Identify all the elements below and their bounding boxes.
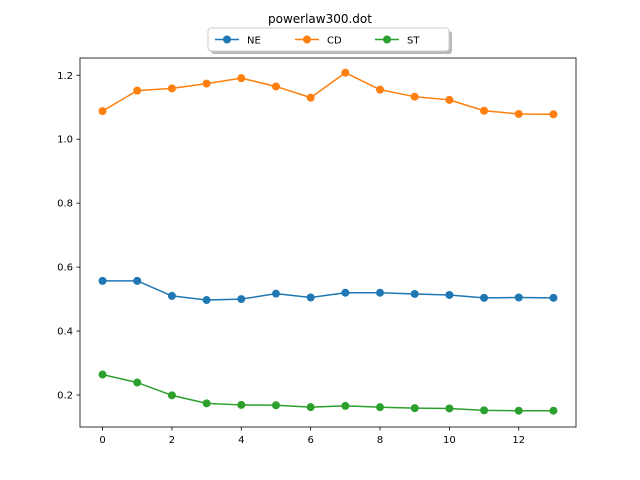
data-point (410, 404, 419, 413)
data-point (98, 276, 107, 285)
series-cd (98, 68, 558, 119)
data-point (271, 401, 280, 410)
legend: NE CD ST (207, 27, 452, 54)
chart-title: powerlaw300.dot (268, 12, 372, 26)
x-tick-label: 6 (307, 435, 313, 446)
legend-label: NE (247, 36, 261, 47)
data-point (237, 74, 246, 83)
data-point (98, 107, 107, 116)
data-point (549, 406, 558, 415)
series-line (102, 71, 554, 116)
data-point (410, 92, 419, 101)
data-point (549, 110, 558, 119)
data-point (133, 378, 142, 387)
data-point (271, 289, 280, 298)
data-point (237, 400, 246, 409)
y-tick-label: 0.6 (57, 263, 73, 274)
data-point (133, 276, 142, 285)
series-st (98, 370, 558, 415)
legend-box (207, 27, 450, 52)
data-point (341, 68, 350, 77)
data-point (480, 293, 489, 302)
data-point (167, 391, 176, 400)
data-point (341, 288, 350, 297)
data-point (306, 293, 315, 302)
data-point (376, 403, 385, 412)
plot-axes: 0 2 4 6 8 10 12 0.2 0.4 0.6 0.8 1.0 1.2 (57, 57, 577, 446)
legend-label: ST (407, 36, 420, 47)
data-point (376, 288, 385, 297)
data-point (514, 406, 523, 415)
x-tick-label: 4 (238, 435, 244, 446)
series-layer (98, 68, 558, 415)
legend-marker (303, 35, 311, 44)
series-line (102, 373, 554, 412)
data-point (306, 403, 315, 412)
legend-item-st: ST (375, 35, 420, 47)
data-point (410, 289, 419, 298)
data-point (341, 401, 350, 410)
data-point (445, 404, 454, 413)
x-tick-label: 8 (377, 435, 383, 446)
data-point (98, 370, 107, 379)
data-point (514, 293, 523, 302)
y-tick-label: 0.8 (57, 199, 73, 210)
legend-marker (383, 35, 391, 44)
x-tick-label: 12 (512, 435, 525, 446)
y-tick-label: 1.0 (57, 135, 73, 146)
y-tick-label: 0.2 (57, 391, 73, 402)
data-point (480, 406, 489, 415)
legend-label: CD (327, 36, 342, 47)
data-point (271, 82, 280, 91)
legend-item-cd: CD (295, 35, 342, 47)
data-point (202, 296, 211, 305)
data-point (133, 86, 142, 95)
y-tick-label: 0.4 (57, 327, 73, 338)
y-tick-label: 1.2 (57, 71, 73, 82)
data-point (167, 84, 176, 93)
data-point (445, 290, 454, 299)
data-point (167, 291, 176, 300)
x-tick-label: 10 (443, 435, 456, 446)
series-line (102, 280, 554, 301)
data-point (514, 109, 523, 118)
data-point (376, 85, 385, 94)
x-tick-label: 2 (169, 435, 175, 446)
data-point (480, 106, 489, 115)
data-point (445, 95, 454, 104)
series-ne (98, 276, 558, 305)
legend-item-ne: NE (215, 35, 261, 47)
data-point (202, 79, 211, 88)
data-point (306, 93, 315, 102)
plot-frame (79, 57, 577, 428)
data-point (549, 293, 558, 302)
legend-marker (223, 35, 231, 44)
data-point (202, 399, 211, 408)
x-tick-label: 0 (99, 435, 105, 446)
data-point (237, 295, 246, 304)
